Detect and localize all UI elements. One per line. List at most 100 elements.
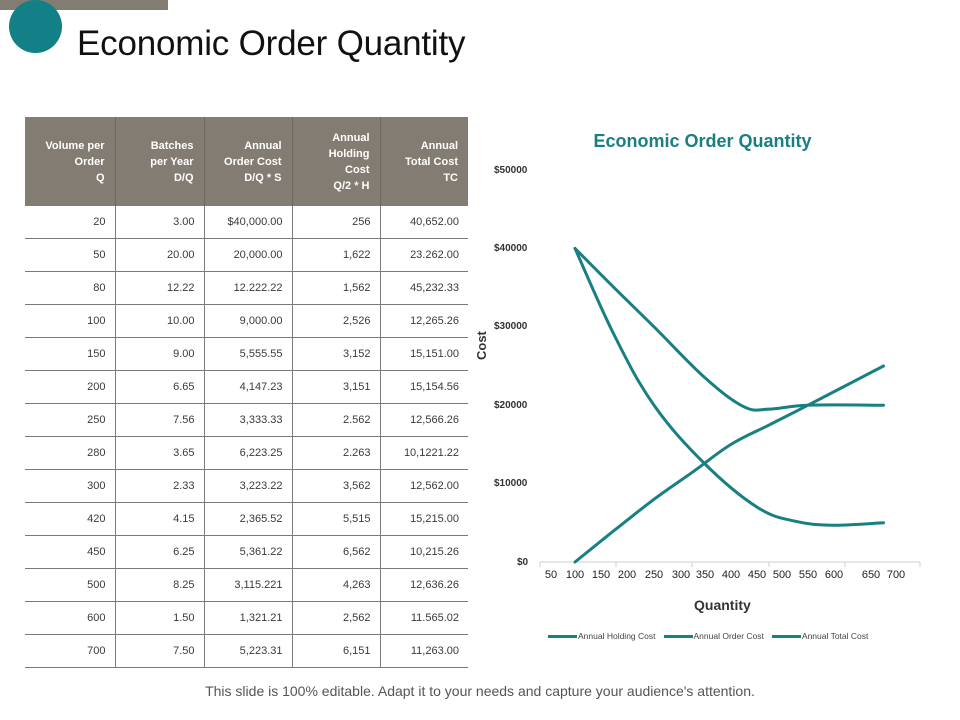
table-cell: 2,562: [291, 601, 380, 635]
x-tick-label: 400: [721, 569, 741, 581]
table-cell: 20,000.00: [203, 238, 292, 272]
table-cell: 2,526: [291, 304, 380, 338]
table-cell: 4.15: [114, 502, 204, 536]
annual-total-cost-line: [573, 246, 885, 412]
table-cell: 3,152: [291, 337, 380, 371]
x-tick-label: 550: [798, 569, 818, 581]
table-row: 200 6.65 4,147.23 3,151 15,154.56: [25, 370, 468, 404]
table-cell: 15,215.00: [379, 502, 468, 536]
table-cell: 12,562.00: [379, 469, 468, 503]
table-cell: 1.50: [114, 601, 204, 635]
table-row: 700 7.50 5,223.31 6,151 11,263.00: [25, 634, 468, 668]
table-cell: 1,622: [291, 238, 380, 272]
table-cell: $40,000.00: [203, 206, 292, 239]
header-annual-order-cost: Annual Order Cost D/Q * S: [203, 117, 292, 206]
table-cell: 11.565.02: [379, 601, 468, 635]
x-tick-label: 350: [695, 569, 715, 581]
table-cell: 45,232.33: [379, 271, 468, 305]
table-cell: 450: [25, 535, 115, 569]
x-tick-label: 250: [644, 569, 664, 581]
x-tick-label: 50: [544, 569, 558, 581]
table-cell: 200: [25, 370, 115, 404]
x-tick-label: 150: [591, 569, 611, 581]
x-tick-label: 650: [861, 569, 881, 581]
legend-line-icon: [771, 634, 801, 638]
table-cell: 15,154.56: [379, 370, 468, 404]
eoq-table: Volume per Order Q Batches per Year D/Q Annu…: [25, 117, 468, 668]
table-cell: 12,636.26: [379, 568, 468, 602]
x-tick-label: 500: [772, 569, 792, 581]
legend-item-total-cost: Annual Total Cost: [771, 631, 869, 641]
x-tick-label: 700: [886, 569, 906, 581]
table-cell: 12,265.26: [379, 304, 468, 338]
legend-item-holding-cost: Annual Holding Cost: [548, 631, 656, 641]
table-cell: 6.25: [114, 535, 204, 569]
header-annual-total-cost: Annual Total Cost TC: [379, 117, 468, 206]
chart-title: Economic Order Quantity: [593, 131, 812, 151]
table-cell: 15,151.00: [379, 337, 468, 371]
x-tick-label: 100: [565, 569, 585, 581]
table-row: 280 3.65 6,223.25 2.263 10,1221.22: [25, 436, 468, 470]
legend-label: Annual Total Cost: [801, 631, 869, 641]
table-cell: 5,361.22: [203, 535, 292, 569]
table-cell: 100: [25, 304, 115, 338]
table-cell: 3,333.33: [203, 403, 292, 437]
legend-line-icon: [663, 634, 693, 638]
table-cell: 150: [25, 337, 115, 371]
table-row: 100 10.00 9,000.00 2,526 12,265.26: [25, 304, 468, 338]
annual-holding-cost-line: [573, 364, 885, 564]
table-cell: 500: [25, 568, 115, 602]
y-tick-label: $40000: [494, 243, 528, 254]
x-tick-label: 300: [671, 569, 691, 581]
legend-label: Annual Order Cost: [693, 631, 764, 641]
accent-circle: [9, 0, 62, 53]
table-cell: 10,215.26: [379, 535, 468, 569]
table-cell: 4,263: [291, 568, 380, 602]
table-cell: 6,151: [291, 634, 380, 668]
table-cell: 1,562: [291, 271, 380, 305]
table-cell: 280: [25, 436, 115, 470]
table-cell: 4,147.23: [203, 370, 292, 404]
table-cell: 3,562: [291, 469, 380, 503]
table-cell: 1,321.21: [203, 601, 292, 635]
header-accent-bar: [0, 0, 168, 10]
table-cell: 12.222.22: [203, 271, 292, 305]
table-cell: 6,562: [291, 535, 380, 569]
y-tick-label: $10000: [494, 478, 528, 489]
x-tick-label: 200: [617, 569, 637, 581]
table-cell: 2.562: [291, 403, 380, 437]
table-row: 250 7.56 3,333.33 2.562 12,566.26: [25, 403, 468, 437]
table-cell: 6,223.25: [203, 436, 292, 470]
table-row: 420 4.15 2,365.52 5,515 15,215.00: [25, 502, 468, 536]
table-cell: 7.56: [114, 403, 204, 437]
table-cell: 600: [25, 601, 115, 635]
table-cell: 11,263.00: [379, 634, 468, 668]
x-axis-label: Quantity: [694, 597, 751, 613]
table-cell: 3.00: [114, 206, 204, 239]
table-cell: 5,223.31: [203, 634, 292, 668]
y-tick-label: $0: [517, 557, 529, 568]
table-cell: 40,652.00: [379, 206, 468, 239]
table-cell: 8.25: [114, 568, 204, 602]
table-cell: 12.22: [114, 271, 204, 305]
y-tick-label: $20000: [494, 400, 528, 411]
chart-legend: Annual Holding Cost Annual Order Cost An…: [548, 631, 868, 641]
table-cell: 9,000.00: [203, 304, 292, 338]
table-cell: 3,223.22: [203, 469, 292, 503]
y-tick-label: $30000: [494, 321, 528, 332]
x-tick-label: 600: [824, 569, 844, 581]
table-row: 150 9.00 5,555.55 3,152 15,151.00: [25, 337, 468, 371]
table-cell: 3,115.221: [203, 568, 292, 602]
table-header-row: Volume per Order Q Batches per Year D/Q Annu…: [25, 117, 468, 206]
table-cell: 20: [25, 206, 115, 239]
table-cell: 5,515: [291, 502, 380, 536]
table-row: 80 12.22 12.222.22 1,562 45,232.33: [25, 271, 468, 305]
table-cell: 9.00: [114, 337, 204, 371]
table-cell: 420: [25, 502, 115, 536]
legend-item-order-cost: Annual Order Cost: [663, 631, 764, 641]
table-row: 600 1.50 1,321.21 2,562 11.565.02: [25, 601, 468, 635]
table-row: 20 3.00 $40,000.00 256 40,652.00: [25, 206, 468, 239]
table-row: 50 20.00 20,000.00 1,622 23.262.00: [25, 238, 468, 272]
table-row: 450 6.25 5,361.22 6,562 10,215.26: [25, 535, 468, 569]
